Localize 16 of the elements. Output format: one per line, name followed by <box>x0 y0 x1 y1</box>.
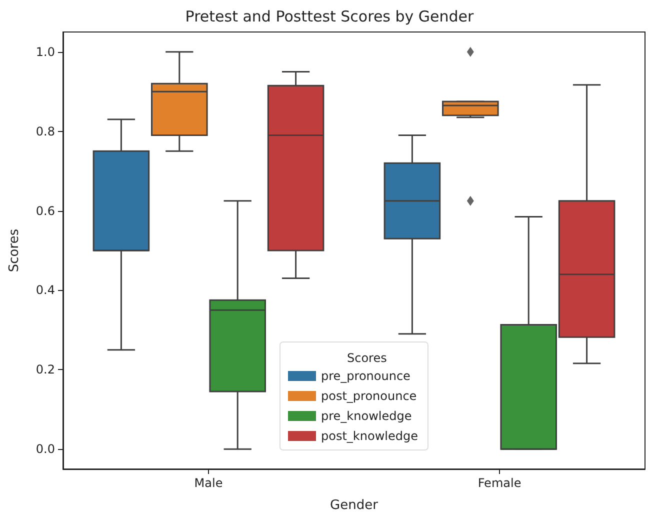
y-axis-title: Scores <box>7 228 22 272</box>
y-tick-label: 0.4 <box>36 283 55 298</box>
x-axis-title: Gender <box>330 498 379 513</box>
legend-label: post_pronounce <box>321 389 417 403</box>
y-tick-label: 0.8 <box>36 124 55 138</box>
y-tick-label: 0.6 <box>36 204 55 218</box>
legend-label: pre_knowledge <box>321 409 412 423</box>
y-tick-label: 0.0 <box>36 442 55 456</box>
legend-label: pre_pronounce <box>321 369 410 383</box>
y-tick-label: 0.2 <box>36 362 55 377</box>
x-tick-label: Female <box>478 476 522 490</box>
legend-title: Scores <box>347 351 387 365</box>
legend-label: post_knowledge <box>321 429 418 443</box>
x-tick-label: Male <box>194 476 223 490</box>
chart-title: Pretest and Posttest Scores by Gender <box>185 8 475 26</box>
y-tick-label: 1.0 <box>36 44 55 59</box>
